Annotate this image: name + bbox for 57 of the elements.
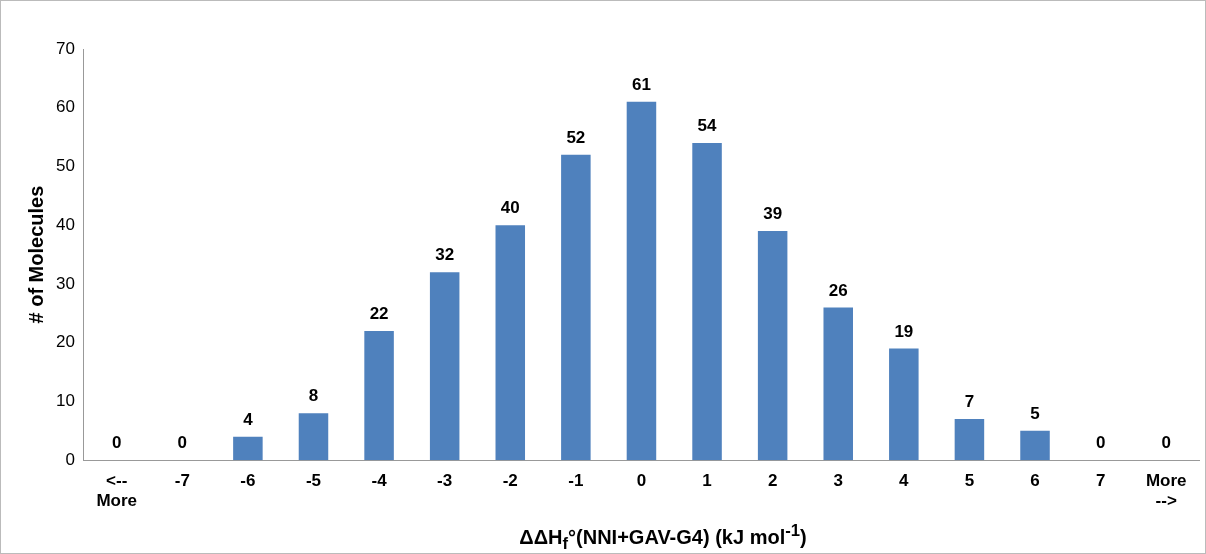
bar [954,419,985,461]
x-tick-label: -1 [568,471,584,491]
data-label: 61 [631,75,651,95]
data-label: 0 [1161,433,1171,453]
x-tick-label: -2 [502,471,518,491]
bar [429,272,460,461]
data-label: 5 [1030,404,1040,424]
bar [364,330,394,461]
data-label: 26 [828,280,848,300]
x-tick-label: -6 [240,471,256,491]
bar [757,231,788,461]
x-tick-label: 2 [767,471,778,491]
data-label: 32 [435,245,455,265]
data-label: 22 [369,304,389,324]
bar [823,307,853,461]
y-tick-label: 40 [55,214,75,234]
bar [495,225,526,461]
data-label: 52 [566,127,586,147]
y-tick-label: 60 [55,97,75,117]
y-tick-label: 10 [55,391,75,411]
data-label: 4 [243,409,254,429]
bar [298,413,329,461]
y-tick-label: 70 [55,38,75,58]
data-label: 40 [500,198,520,218]
data-label: 7 [964,392,975,412]
bar [692,142,722,461]
y-axis-title: # of Molecules [24,185,47,324]
x-tick-label: 7 [1095,471,1106,491]
y-tick-label: 50 [55,156,75,176]
x-tick-label: More --> [1145,471,1187,511]
x-tick-label: 4 [899,471,910,491]
bar [889,348,919,461]
bar [233,436,263,461]
data-label: 0 [1095,433,1106,453]
x-tick-label: 0 [636,471,647,491]
x-tick-label: -5 [305,471,322,491]
y-tick-label: 0 [65,449,75,469]
data-label: 8 [308,386,319,406]
bar [1020,430,1050,461]
x-tick-label: -7 [174,471,190,491]
x-tick-label: -3 [437,471,453,491]
bar [626,101,657,461]
data-label: 39 [763,204,783,224]
x-tick-label: 1 [702,471,712,491]
x-tick-label: 5 [964,471,975,491]
data-label: 0 [111,433,122,453]
x-tick-label: 3 [833,471,843,491]
y-tick-label: 20 [55,332,75,352]
y-tick-label: 30 [55,273,75,293]
bar [561,154,591,461]
x-tick-label: -4 [371,471,388,491]
data-label: 0 [177,433,188,453]
x-tick-label: <-- More [96,471,138,511]
data-label: 19 [894,321,914,341]
x-axis-title: ΔΔH$_{f}$°(NNI+GAV-G4) (kJ mol$^{-1}$) [518,521,808,554]
x-tick-label: 6 [1030,471,1040,491]
data-label: 54 [697,116,718,136]
